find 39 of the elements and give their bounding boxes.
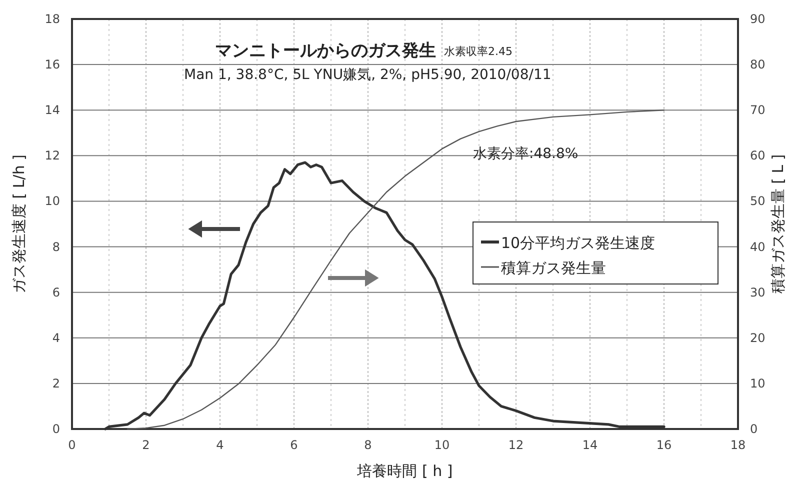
x-tick-label: 0 [68, 438, 76, 452]
x-tick-label: 8 [364, 438, 372, 452]
y2-tick-label: 60 [750, 148, 766, 163]
y2-tick-label: 10 [750, 376, 766, 390]
x-tick-label: 2 [142, 438, 150, 452]
legend-label: 積算ガス発生量 [501, 259, 606, 277]
legend-label: 10分平均ガス発生速度 [501, 234, 656, 252]
x-tick-label: 14 [582, 438, 598, 452]
text: Man 1, 38.8°C, 5L YNU嫌気, 2%, pH5.90, 2010/08/11 [184, 67, 552, 83]
y2-tick-label: 80 [750, 58, 766, 72]
y-tick-label: 14 [44, 103, 60, 118]
y-tick-label: 12 [44, 148, 60, 163]
x-axis-title: 培養時間 [ h ] [356, 462, 453, 480]
y2-axis-title: 積算ガス発生量 [ L ] [769, 154, 787, 294]
y-tick-label: 18 [44, 12, 60, 26]
x-tick-label: 12 [508, 438, 524, 452]
x-tick-label: 4 [216, 438, 224, 452]
y2-tick-label: 30 [750, 285, 766, 300]
y2-tick-label: 40 [750, 240, 766, 254]
x-tick-label: 18 [730, 438, 746, 452]
x-tick-label: 10 [434, 438, 450, 452]
y-tick-label: 16 [44, 58, 60, 72]
line-series [126, 110, 665, 430]
annotation: 水素収率2.45 [444, 45, 512, 58]
y-tick-label: 6 [52, 285, 60, 300]
y-tick-label: 10 [44, 194, 60, 208]
y-axis-title: ガス発生速度 [ L/h ] [10, 154, 28, 294]
text: マンニトールからのガス発生 [215, 41, 436, 61]
y-tick-label: 2 [52, 376, 60, 390]
y2-tick-label: 90 [750, 12, 766, 26]
y-tick-label: 8 [52, 240, 60, 254]
y2-tick-label: 0 [750, 422, 758, 436]
x-tick-label: 6 [290, 438, 298, 452]
y-tick-label: 4 [52, 330, 60, 345]
y2-tick-label: 70 [750, 103, 766, 118]
y2-tick-label: 20 [750, 330, 766, 345]
y2-tick-label: 50 [750, 194, 766, 208]
x-tick-label: 16 [656, 438, 672, 452]
y-tick-label: 0 [52, 422, 60, 436]
